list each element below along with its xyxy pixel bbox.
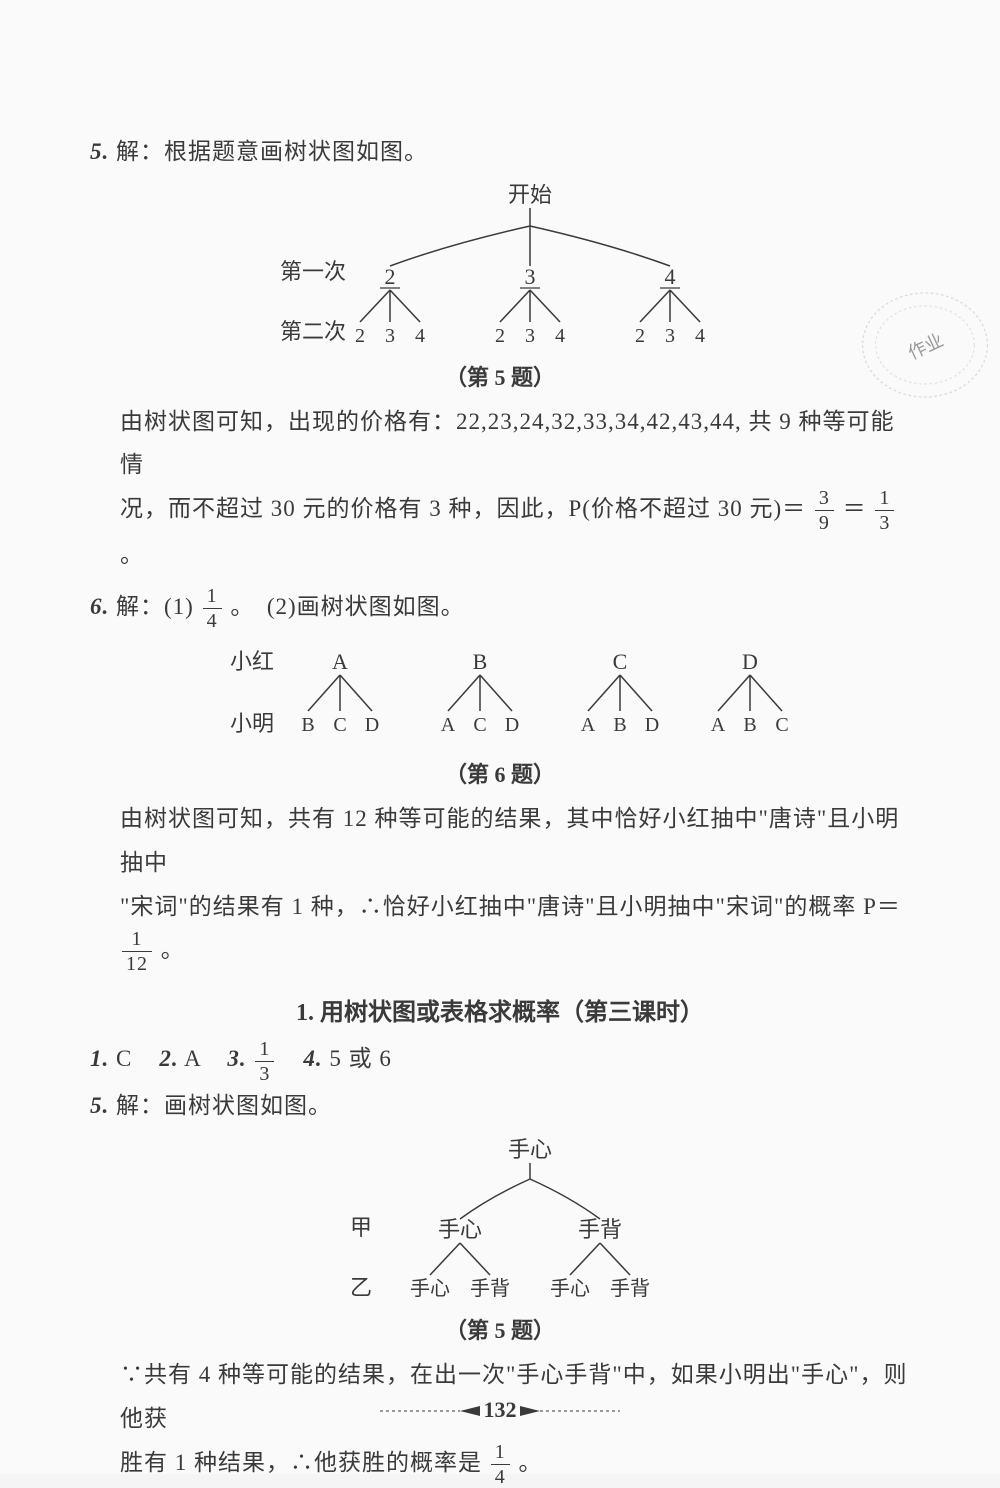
- fraction: 14: [203, 586, 222, 631]
- svg-text:D: D: [505, 714, 519, 736]
- svg-text:小红: 小红: [230, 649, 274, 674]
- q6-number: 6.: [90, 594, 109, 619]
- row1-label: 第一次: [280, 259, 346, 284]
- svg-text:甲: 甲: [350, 1215, 372, 1240]
- q6-intro: 6. 解：(1) 14 。 (2)画树状图如图。: [90, 585, 910, 631]
- svg-text:B: B: [473, 649, 488, 674]
- svg-text:A: A: [711, 714, 726, 736]
- svg-text:4: 4: [695, 325, 705, 347]
- svg-text:D: D: [365, 714, 379, 736]
- q5-body1: 由树状图可知，出现的价格有：22,23,24,32,33,34,42,43,44…: [90, 400, 910, 487]
- svg-text:4: 4: [415, 325, 425, 347]
- section-title: 1. 用树状图或表格求概率（第三课时）: [90, 992, 910, 1027]
- svg-text:4: 4: [555, 325, 565, 347]
- svg-text:2: 2: [495, 325, 505, 347]
- svg-text:3: 3: [665, 325, 675, 347]
- fraction: 13: [875, 488, 894, 533]
- sec2-q5-body2: 胜有 1 种结果，∴他获胜的概率是 14 。: [90, 1441, 910, 1487]
- sec2-q5-tree-caption: （第 5 题）: [90, 1313, 910, 1345]
- svg-text:乙: 乙: [350, 1275, 372, 1300]
- fraction: 14: [491, 1442, 510, 1487]
- q5-tree-caption: （第 5 题）: [90, 360, 910, 392]
- svg-text:C: C: [613, 649, 628, 674]
- fraction: 39: [815, 488, 834, 533]
- svg-text:小明: 小明: [230, 711, 274, 736]
- svg-text:132: 132: [484, 1398, 517, 1422]
- svg-text:2: 2: [355, 325, 365, 347]
- svg-text:A: A: [441, 714, 456, 736]
- svg-text:B: B: [743, 714, 756, 736]
- svg-text:C: C: [473, 714, 486, 736]
- svg-text:4: 4: [665, 264, 676, 289]
- sec2-q5-number: 5.: [90, 1093, 109, 1118]
- fraction: 112: [122, 929, 152, 974]
- watermark-stamp: 作业: [860, 280, 990, 410]
- svg-text:B: B: [613, 714, 626, 736]
- svg-text:手背: 手背: [470, 1277, 510, 1300]
- svg-text:D: D: [645, 714, 659, 736]
- svg-text:C: C: [775, 714, 788, 736]
- page-footer: 132: [0, 1396, 1000, 1424]
- q5-intro-text: 解：根据题意画树状图如图。: [116, 139, 428, 164]
- q5-number: 5.: [90, 139, 109, 164]
- svg-text:3: 3: [385, 325, 395, 347]
- svg-text:D: D: [742, 649, 758, 674]
- q6-tree-caption: （第 6 题）: [90, 757, 910, 789]
- svg-text:手心: 手心: [438, 1217, 482, 1242]
- svg-text:作业: 作业: [905, 330, 946, 364]
- svg-text:手心: 手心: [410, 1277, 450, 1300]
- q6-tree: 小红 A B C D 小明 B C D A C D A B D A B C （: [90, 641, 910, 789]
- svg-text:3: 3: [525, 264, 536, 289]
- svg-text:手心: 手心: [550, 1277, 590, 1300]
- svg-text:C: C: [333, 714, 346, 736]
- svg-text:A: A: [332, 649, 348, 674]
- tree-root-label: 开始: [508, 184, 552, 207]
- q6-body1: 由树状图可知，共有 12 种等可能的结果，其中恰好小红抽中"唐诗"且小明抽中: [90, 797, 910, 884]
- q6-body3: 112 。: [90, 928, 910, 974]
- page: 作业 5. 解：根据题意画树状图如图。 开始 第一次 2 3 4: [0, 0, 1000, 1474]
- sec2-q5-tree: 手心 甲 手心 手背 乙 手心 手背 手心 手背 （第 5 题）: [90, 1137, 910, 1345]
- sec2-answers: 1. C 2. A 3. 13 4. 5 或 6: [90, 1037, 910, 1083]
- svg-text:手背: 手背: [610, 1277, 650, 1300]
- svg-text:2: 2: [635, 325, 645, 347]
- svg-text:2: 2: [385, 264, 396, 289]
- q5-intro: 5. 解：根据题意画树状图如图。: [90, 130, 910, 174]
- row2-label: 第二次: [280, 319, 346, 344]
- svg-text:A: A: [581, 714, 596, 736]
- q5-body2: 况，而不超过 30 元的价格有 3 种，因此，P(价格不超过 30 元)＝ 39…: [90, 487, 910, 577]
- svg-text:手背: 手背: [578, 1217, 622, 1242]
- sec2-q5-intro: 5. 解：画树状图如图。: [90, 1084, 910, 1128]
- svg-text:3: 3: [525, 325, 535, 347]
- svg-text:手心: 手心: [508, 1137, 552, 1162]
- fraction: 13: [255, 1039, 274, 1084]
- svg-text:B: B: [301, 714, 314, 736]
- q6-body2: "宋词"的结果有 1 种，∴恰好小红抽中"唐诗"且小明抽中"宋词"的概率 P＝: [90, 885, 910, 929]
- q5-tree: 开始 第一次 2 3 4 第二次 2 3 4 2: [90, 184, 910, 392]
